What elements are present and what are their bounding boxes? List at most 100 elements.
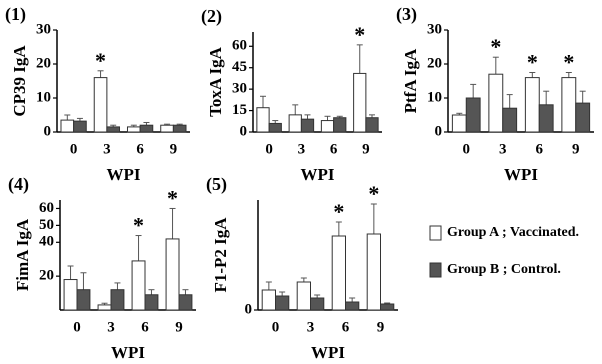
bar	[178, 294, 193, 311]
x-axis-label: WPI	[504, 165, 538, 184]
y-axis-label: FimA IgA	[13, 218, 32, 291]
significance-mark: *	[95, 48, 106, 73]
bar	[575, 102, 591, 133]
bar	[63, 279, 78, 311]
x-tick-label: 3	[107, 319, 115, 335]
x-tick-label: 3	[307, 319, 315, 335]
bar	[365, 117, 379, 133]
x-tick-label: 0	[272, 319, 280, 335]
bar	[60, 119, 75, 133]
panel-label: (3)	[396, 4, 417, 25]
x-tick-label: 9	[170, 141, 178, 157]
significance-mark: *	[333, 199, 344, 224]
x-tick-label: 6	[136, 141, 144, 157]
x-tick-label: 6	[536, 141, 544, 157]
x-axis-label: WPI	[311, 343, 345, 362]
bar	[76, 289, 91, 311]
panel-label: (2)	[201, 6, 222, 27]
bar	[139, 124, 154, 133]
legend-swatch	[429, 225, 442, 241]
bar	[268, 122, 282, 133]
significance-mark: *	[354, 22, 365, 47]
x-tick-label: 9	[377, 319, 385, 335]
bar	[310, 297, 325, 311]
panel-label: (5)	[206, 174, 227, 195]
x-tick-label: 6	[342, 319, 350, 335]
panel-label: (1)	[5, 4, 26, 25]
bar	[366, 233, 382, 311]
bar	[126, 126, 141, 133]
bar	[524, 77, 540, 133]
x-tick-label: 0	[70, 141, 78, 157]
bar	[256, 107, 270, 133]
bar	[110, 289, 125, 311]
y-axis-label: ToxA IgA	[206, 46, 225, 116]
y-axis-label: CP39 IgA	[10, 45, 29, 117]
bar	[380, 303, 395, 311]
bar	[106, 126, 121, 133]
bar	[73, 120, 87, 133]
bar	[538, 104, 554, 133]
x-tick-label: 9	[175, 319, 183, 335]
y-tick-label: 20	[36, 55, 51, 71]
y-tick-label: 10	[36, 89, 51, 105]
bar	[502, 107, 518, 133]
x-tick-label: 3	[499, 141, 507, 157]
x-tick-label: 3	[103, 141, 111, 157]
bar	[320, 120, 335, 133]
bar	[488, 73, 504, 133]
y-tick-label: 30	[36, 21, 51, 37]
y-tick-label: 30	[232, 81, 247, 97]
y-tick-label: 50	[39, 217, 54, 233]
y-tick-label: 60	[39, 200, 54, 216]
x-tick-label: 6	[141, 319, 149, 335]
y-tick-label: 20	[39, 268, 54, 284]
x-axis-label: WPI	[301, 165, 335, 184]
bar	[165, 238, 180, 311]
x-tick-label: 9	[362, 141, 370, 157]
legend-swatch	[429, 262, 442, 278]
legend-label: Group B ; Control.	[447, 262, 561, 277]
bar	[353, 72, 367, 133]
y-tick-label: 45	[232, 59, 247, 75]
bar	[275, 295, 290, 311]
bar	[300, 118, 315, 133]
bar	[561, 77, 577, 133]
panel-label: (4)	[8, 174, 29, 195]
bar	[296, 281, 312, 311]
y-axis-label: F1-P2 IgA	[211, 217, 230, 293]
bar	[333, 117, 347, 133]
x-tick-label: 6	[330, 141, 338, 157]
y-tick-label: 60	[232, 38, 247, 54]
bar	[97, 304, 112, 311]
significance-mark: *	[563, 50, 574, 75]
x-tick-label: 3	[298, 141, 306, 157]
bar	[93, 77, 108, 133]
bar	[160, 124, 174, 133]
y-axis-label: PtfA IgA	[401, 48, 420, 113]
significance-mark: *	[133, 213, 144, 238]
y-tick-label: 20	[427, 55, 442, 71]
bar	[131, 260, 146, 311]
bar	[331, 235, 347, 311]
y-tick-label: 0	[240, 123, 248, 139]
x-tick-label: 0	[73, 319, 81, 335]
bar	[345, 301, 360, 311]
bar	[172, 124, 187, 133]
x-tick-label: 0	[265, 141, 273, 157]
y-tick-label: 40	[39, 234, 54, 250]
y-tick-label: 10	[427, 89, 442, 105]
x-tick-label: 0	[463, 141, 471, 157]
bar	[288, 114, 302, 133]
y-tick-label: 0	[245, 301, 253, 317]
y-tick-label: 30	[427, 21, 442, 37]
y-tick-label: 15	[232, 102, 247, 118]
significance-mark: *	[527, 50, 538, 75]
significance-mark: *	[490, 34, 501, 59]
y-tick-label: 0	[435, 123, 443, 139]
x-axis-label: WPI	[111, 343, 145, 362]
x-tick-label: 9	[572, 141, 580, 157]
bar	[451, 114, 467, 133]
legend-label: Group A ; Vaccinated.	[447, 225, 579, 240]
